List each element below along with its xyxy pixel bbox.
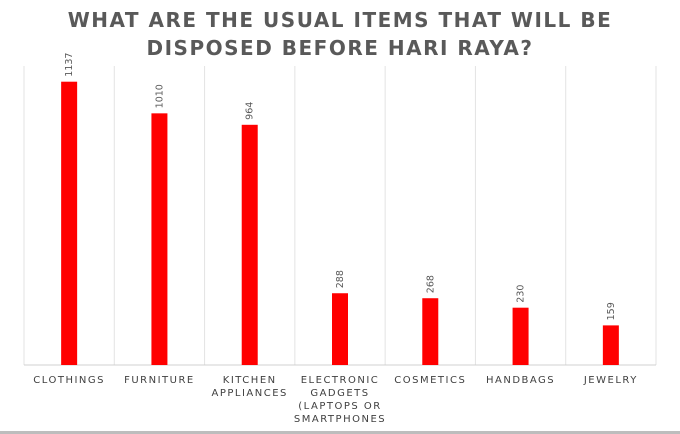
tick-label-6-line-0: JEWELRY (583, 375, 638, 386)
tick-label-1-line-0: FURNITURE (124, 375, 195, 386)
chart-title-line-1: WHAT ARE THE USUAL ITEMS THAT WILL BE (67, 8, 613, 32)
tick-label-2-line-1: APPLIANCES (212, 388, 288, 399)
tick-label-3-line-0: ELECTRONIC (301, 375, 380, 386)
data-label-6: 159 (606, 302, 617, 320)
bar-6 (602, 325, 619, 365)
tick-label-1: FURNITURE (124, 375, 195, 386)
bars (61, 81, 619, 365)
tick-label-5: HANDBAGS (486, 375, 555, 386)
bar-1 (151, 113, 168, 365)
chart-title: WHAT ARE THE USUAL ITEMS THAT WILL BE DI… (0, 6, 680, 62)
bottom-divider (0, 431, 680, 434)
category-axis-labels: CLOTHINGS FURNITURE KITCHEN APPLIANCES ELECT… (33, 375, 638, 425)
tick-label-4: COSMETICS (394, 375, 466, 386)
bar-3 (332, 293, 348, 365)
tick-label-3-line-2: (LAPTOPS OR (298, 401, 381, 412)
data-label-5: 230 (516, 285, 527, 303)
bar-5 (512, 307, 529, 365)
data-label-1: 1010 (154, 84, 165, 108)
data-labels: 1137 1010 964 288 268 230 159 (64, 53, 617, 321)
tick-label-3-line-3: SMARTPHONES (294, 414, 386, 425)
bar-4 (422, 298, 439, 365)
tick-label-2-line-0: KITCHEN (223, 375, 277, 386)
tick-label-6: JEWELRY (583, 375, 638, 386)
tick-label-2: KITCHEN APPLIANCES (212, 375, 288, 399)
data-label-3: 288 (335, 270, 346, 288)
tick-label-3: ELECTRONIC GADGETS (LAPTOPS OR SMARTPHONES (294, 375, 386, 425)
tick-label-4-line-0: COSMETICS (394, 375, 466, 386)
bar-2 (241, 124, 258, 365)
tick-label-0: CLOTHINGS (33, 375, 105, 386)
chart-title-line-2: DISPOSED BEFORE HARI RAYA? (146, 36, 534, 60)
tick-label-3-line-1: GADGETS (310, 388, 369, 399)
bar-0 (61, 81, 78, 365)
data-label-4: 268 (425, 275, 436, 293)
data-label-2: 964 (245, 102, 256, 120)
data-label-0: 1137 (64, 53, 75, 77)
tick-label-0-line-0: CLOTHINGS (33, 375, 105, 386)
tick-label-5-line-0: HANDBAGS (486, 375, 555, 386)
grid-lines (23, 66, 657, 366)
